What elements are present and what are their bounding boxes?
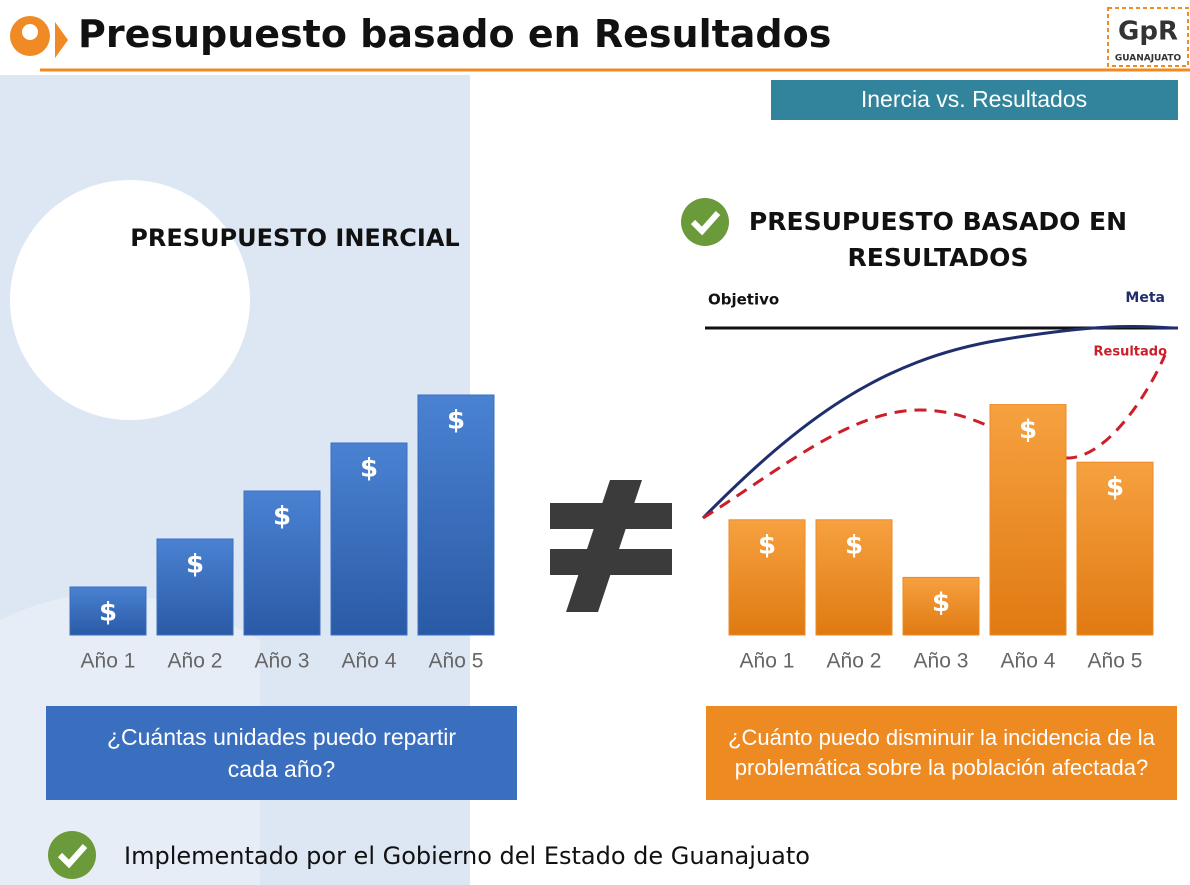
check-icon	[681, 198, 729, 246]
bar-label: $	[186, 550, 204, 580]
x-tick-label: Año 1	[740, 650, 795, 673]
x-tick-label: Año 4	[1001, 650, 1056, 673]
header-logo	[10, 16, 68, 58]
bar-label: $	[1019, 415, 1037, 445]
bar	[728, 519, 806, 636]
title: Presupuesto basado en Resultados	[78, 12, 832, 56]
x-tick-label: Año 5	[429, 650, 484, 673]
bar-label: $	[1106, 473, 1124, 503]
result-label: Resultado	[1094, 345, 1168, 360]
gpr-logo	[1107, 7, 1189, 67]
not-equal-sign	[550, 480, 672, 612]
bar	[330, 442, 408, 636]
x-tick-label: Año 4	[342, 650, 397, 673]
x-tick-label: Año 2	[827, 650, 882, 673]
bar	[417, 394, 495, 636]
bar-label: $	[758, 530, 776, 560]
bar-label: $	[447, 406, 465, 436]
bar	[902, 576, 980, 636]
bar	[815, 519, 893, 636]
bar-label: $	[932, 588, 950, 618]
chart-title: PRESUPUESTO INERCIAL	[130, 224, 460, 252]
question-box: ¿Cuánto puedo disminuir la incidencia de…	[706, 706, 1177, 800]
bar	[156, 538, 234, 636]
bar	[69, 586, 147, 636]
goal-curve	[701, 324, 1179, 520]
gpr-logo-text: GpR	[1118, 17, 1178, 47]
footer: Implementado por el Gobierno del Estado …	[124, 842, 810, 870]
x-tick-label: Año 2	[168, 650, 223, 673]
bar	[989, 404, 1067, 636]
chart-title: PRESUPUESTO BASADO EN RESULTADOS	[748, 207, 1128, 272]
bar	[243, 490, 321, 636]
bar-label: $	[845, 530, 863, 560]
x-tick-label: Año 3	[914, 650, 969, 673]
bar-label: $	[273, 502, 291, 532]
gpr-logo-subtext: GUANAJUATO	[1115, 54, 1182, 64]
bar-label: $	[360, 454, 378, 484]
x-tick-label: Año 1	[81, 650, 136, 673]
subtitle-box	[771, 80, 1178, 120]
x-tick-label: Año 5	[1088, 650, 1143, 673]
bar-label: $	[99, 598, 117, 628]
footer-check	[48, 831, 96, 879]
objective-label: Objetivo	[708, 291, 779, 309]
subtitle: Inercia vs. Resultados	[861, 86, 1087, 112]
question-box: ¿Cuántas unidades puedo repartir cada añ…	[46, 706, 517, 800]
result-curve	[702, 354, 1167, 520]
goal-label: Meta	[1125, 290, 1165, 306]
bar	[1076, 461, 1154, 636]
x-tick-label: Año 3	[255, 650, 310, 673]
